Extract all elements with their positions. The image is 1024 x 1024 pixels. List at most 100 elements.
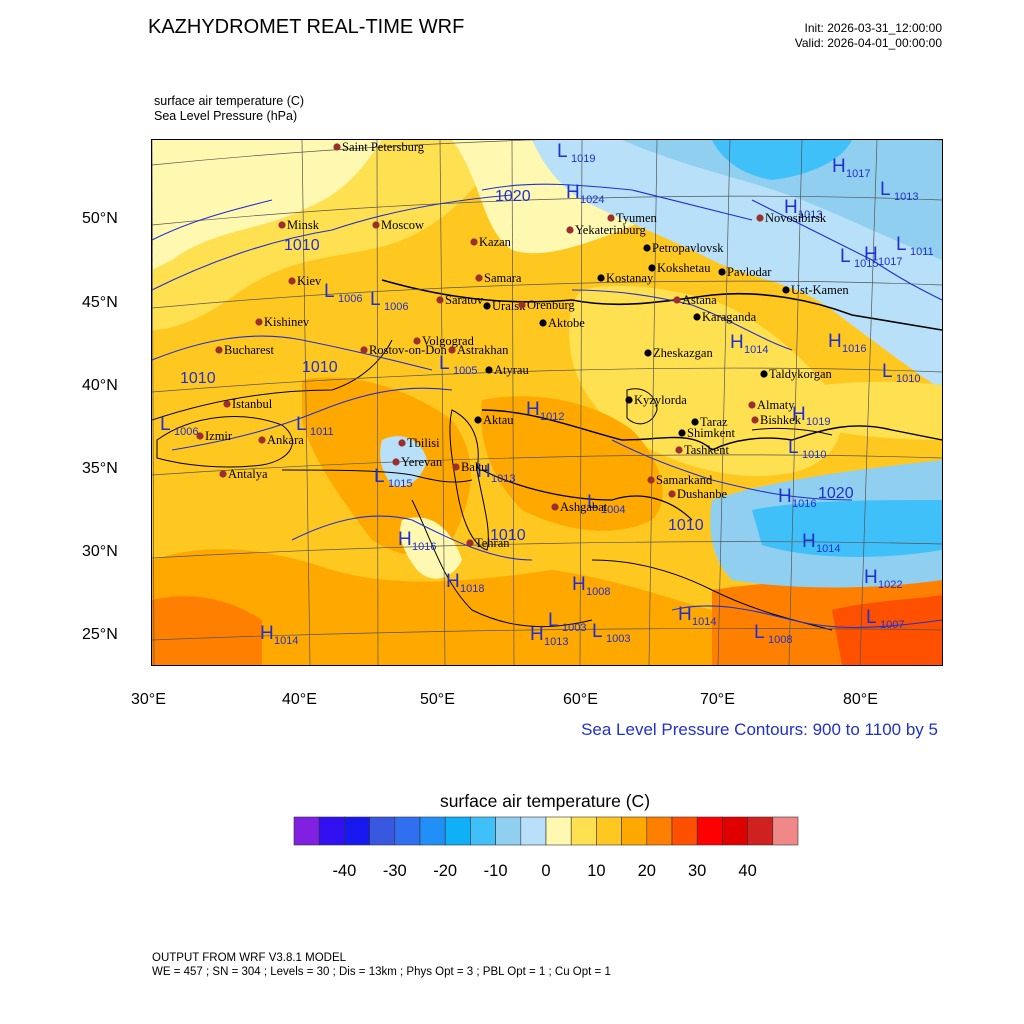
city-label: Kiev <box>297 274 322 288</box>
high-pressure-label: H <box>398 529 412 550</box>
city-dot <box>255 318 263 326</box>
high-pressure-label: H <box>572 574 586 595</box>
field-turan-warm <box>481 396 663 531</box>
city-label: Bishkek <box>760 413 802 427</box>
pressure-value: 1019 <box>806 416 830 428</box>
border-russia-kazakhstan <box>381 279 942 331</box>
pressure-center: L 1011 <box>296 414 334 438</box>
border-turkey-caucasus <box>281 469 473 483</box>
pressure-center: H 1019 <box>792 404 830 428</box>
pressure-value: 1014 <box>274 635 298 647</box>
pressure-value: 1015 <box>854 258 878 270</box>
field-caucasus-cold <box>380 436 427 487</box>
city-marker: Tehran <box>466 536 510 550</box>
city-dot <box>551 503 559 511</box>
colorbar-label: 0 <box>541 862 551 880</box>
low-pressure-label: L <box>439 353 450 374</box>
city-marker: Orenburg <box>518 298 575 312</box>
city-dot <box>691 418 699 426</box>
lat-label: 40°N <box>82 377 118 394</box>
colorbar-label: 40 <box>738 862 757 880</box>
field-tibet-core <box>752 500 942 557</box>
city-dot <box>196 432 204 440</box>
high-pressure-label: H <box>778 486 792 507</box>
pressure-value: 1013 <box>798 209 822 221</box>
city-marker: Bishkek <box>751 413 802 427</box>
city-dot <box>258 436 266 444</box>
city-marker: Taraz <box>691 415 728 429</box>
colorbar-label: -10 <box>483 862 508 880</box>
weather-map: 1020 1010 1010 1010 1010 1020 1010 L 1019… <box>151 139 943 666</box>
city-marker: Astana <box>673 293 717 307</box>
high-pressure-label: H <box>566 182 580 203</box>
city-marker: Kazan <box>470 235 512 249</box>
colorbar-swatch <box>570 816 597 846</box>
city-label: Izmir <box>205 429 233 443</box>
high-pressure-label: H <box>260 623 274 644</box>
city-label: Taraz <box>700 415 728 429</box>
city-dot <box>675 446 683 454</box>
city-marker: Novosibirsk <box>756 211 827 225</box>
city-label: Samarkand <box>656 473 713 487</box>
city-label: Aktobe <box>548 316 585 330</box>
city-dot <box>673 296 681 304</box>
map-title: KAZHYDROMET REAL-TIME WRF <box>148 16 465 38</box>
colorbar-swatch <box>394 816 421 846</box>
pressure-value: 1014 <box>692 616 716 628</box>
city-label: Tashkent <box>684 443 729 457</box>
colorbar-swatch <box>621 816 648 846</box>
high-pressure-label: H <box>784 197 798 218</box>
city-label: Tyumen <box>616 211 658 225</box>
city-label: Rostov-on-Don <box>369 343 448 357</box>
city-dot <box>644 349 652 357</box>
pressure-center: L 1006 <box>370 289 408 313</box>
low-pressure-label: L <box>548 610 559 631</box>
city-label: Ashgabat <box>560 500 608 514</box>
city-dot <box>782 286 790 294</box>
city-dot <box>718 268 726 276</box>
field-cold-core <box>712 140 852 180</box>
field-far-north-cold <box>622 140 942 260</box>
high-pressure-label: H <box>446 571 460 592</box>
colorbar-swatch <box>545 816 572 846</box>
low-pressure-label: L <box>592 621 603 642</box>
low-pressure-label: L <box>374 466 385 487</box>
city-dot <box>607 214 615 222</box>
lake-balkhash <box>751 427 833 436</box>
city-dot <box>756 214 764 222</box>
city-label: Atyrau <box>494 363 529 377</box>
pressure-center: L 1011 <box>896 234 934 258</box>
slp-isobars <box>152 183 942 629</box>
pressure-value: 1013 <box>491 473 515 485</box>
pressure-center: H 1018 <box>446 571 484 595</box>
city-label: Dushanbe <box>677 487 727 501</box>
pressure-value: 1010 <box>802 449 826 461</box>
pressure-center: H 1014 <box>260 623 298 647</box>
city-label: Uralsk <box>492 299 526 313</box>
pressure-value: 1016 <box>842 343 866 355</box>
city-dot <box>470 238 478 246</box>
pressure-center: H 1014 <box>730 332 768 356</box>
lon-label: 60°E <box>563 691 598 708</box>
colorbar-title: surface air temperature (C) <box>439 791 651 811</box>
low-pressure-label: L <box>880 179 891 200</box>
field-south-warm <box>152 549 712 665</box>
footer-config: WE = 457 ; SN = 304 ; Levels = 30 ; Dis … <box>152 966 611 978</box>
city-dot <box>392 458 400 466</box>
lon-label: 40°E <box>282 691 317 708</box>
lon-label: 70°E <box>700 691 735 708</box>
colorbar-label: -30 <box>382 862 407 880</box>
pressure-value: 1017 <box>846 168 870 180</box>
border-europe <box>152 339 393 421</box>
city-marker: Pavlodar <box>718 265 772 279</box>
low-pressure-label: L <box>754 622 765 643</box>
city-dot <box>643 244 651 252</box>
border-kazakhstan-south <box>481 409 713 451</box>
pressure-center: L 1008 <box>754 622 792 646</box>
pressure-center: H 1013 <box>784 197 822 221</box>
city-marker: Aktobe <box>539 316 585 330</box>
city-label: Istanbul <box>232 397 273 411</box>
pressure-value: 1015 <box>388 478 412 490</box>
city-dot <box>466 539 474 547</box>
